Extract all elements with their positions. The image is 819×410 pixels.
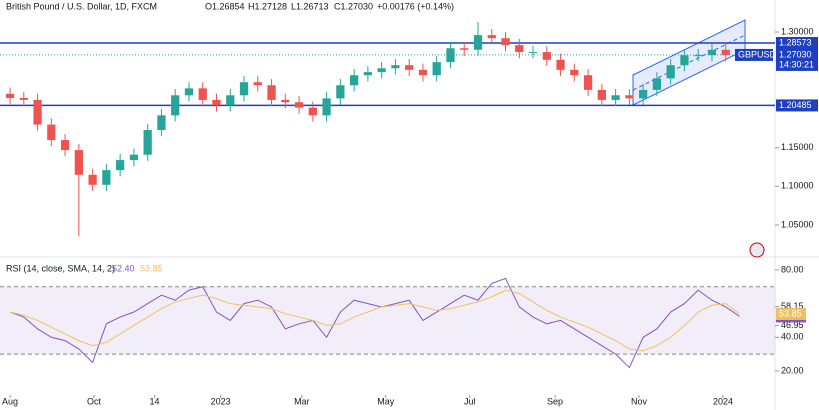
y-tick-label: 1.05000 [781, 219, 814, 229]
candle-body [88, 174, 97, 185]
candle-body [391, 65, 400, 69]
rsi-title: RSI (14, close, SMA, 14, 2) [6, 263, 115, 273]
candle-body [432, 62, 441, 76]
symbol-box [735, 48, 773, 61]
level-label: 1.20485 [779, 100, 812, 110]
candle-body [666, 65, 675, 79]
candle-body [184, 88, 194, 96]
candle-body [349, 75, 359, 86]
x-tick-label: 2024 [713, 396, 733, 406]
y-tick-label: 1.30000 [781, 26, 814, 36]
candle-body [597, 89, 606, 100]
candle-body [157, 115, 166, 131]
series-line [9, 277, 740, 369]
candle-body [33, 99, 42, 125]
change-label: +0.00176 (+0.14%) [377, 1, 454, 11]
ohlc-label: L1.26713 [291, 1, 329, 11]
last-price-label: 1.27030 [779, 49, 812, 59]
candle-body [707, 49, 717, 56]
y-tick-label: 20.00 [781, 365, 804, 375]
candle-body [501, 38, 510, 46]
header-value: 53.85 [140, 263, 163, 273]
y-tick-label: 1.10000 [781, 181, 814, 191]
candle-body [336, 85, 345, 99]
candle-body [556, 59, 565, 70]
candle-body [721, 49, 730, 56]
x-tick-label: Oct [87, 396, 102, 406]
candle-body [74, 150, 83, 175]
candle-body [473, 35, 483, 50]
candle-body [102, 170, 111, 185]
candle-body [60, 140, 70, 151]
header-value: 52.40 [112, 263, 135, 273]
level-label: 46.95 [781, 320, 804, 330]
x-tick-label: May [377, 396, 395, 406]
candle-body [239, 82, 249, 96]
candle-body [212, 99, 221, 106]
candle-body [226, 95, 235, 106]
candle-body [281, 99, 290, 103]
candle-body [377, 68, 386, 73]
candle-body [583, 75, 593, 90]
x-tick-label: Aug [2, 396, 18, 406]
candle-body [294, 102, 304, 108]
level-label: 1.28573 [779, 37, 812, 47]
rsi-band-fill [0, 286, 775, 355]
symbol-label: GBPUSD [738, 49, 777, 59]
candle-body [322, 98, 331, 116]
value-box [776, 307, 806, 320]
candle-body [652, 78, 662, 90]
level-label: 58.15 [781, 301, 804, 311]
candle-body [515, 45, 524, 53]
candle-body [542, 52, 551, 60]
candle-body [363, 72, 373, 76]
candle-body [308, 107, 317, 116]
flag-icon[interactable] [749, 242, 765, 258]
candle-body [625, 95, 634, 99]
ohlc-label: H1.27128 [248, 1, 287, 11]
candle-body [570, 69, 579, 76]
ohlc-label: O1.26854 [205, 1, 245, 11]
candle-body [487, 35, 496, 39]
y-tick-label: 40.00 [781, 332, 804, 342]
candle-body [47, 124, 56, 141]
ohlc-label: C1.27030 [334, 1, 373, 11]
candle-body [528, 52, 538, 54]
candle-body [116, 160, 125, 171]
candle-body [418, 69, 428, 76]
x-tick-label: 14 [150, 396, 160, 406]
candle-body [129, 154, 139, 161]
candle-body [143, 130, 152, 155]
x-tick-label: Jul [464, 396, 476, 406]
candle-body [267, 85, 276, 100]
last-price-box [776, 48, 818, 71]
x-tick-label: Nov [631, 396, 648, 406]
x-tick-label: 2023 [211, 396, 231, 406]
candle-body [680, 55, 689, 66]
series-line [9, 289, 740, 352]
candle-body [5, 93, 15, 98]
value-label: 53.85 [779, 308, 802, 318]
countdown-label: 14:30:21 [779, 59, 814, 69]
chart-title: British Pound / U.S. Dollar, 1D, FXCM [6, 1, 157, 11]
y-tick-label: 80.00 [781, 264, 804, 274]
candle-body [19, 97, 28, 100]
candle-body [405, 65, 414, 70]
candle-body [171, 95, 180, 116]
candle-body [639, 89, 648, 99]
x-tick-label: Sep [547, 396, 563, 406]
y-tick-label: 1.15000 [781, 142, 814, 152]
candle-body [694, 55, 703, 57]
candle-body [460, 48, 469, 50]
candle-body [198, 88, 207, 100]
level-label-box [776, 37, 818, 50]
candle-body [611, 95, 620, 100]
level-label-box [776, 99, 818, 112]
candle-body [253, 82, 262, 86]
x-tick-label: Mar [294, 396, 310, 406]
